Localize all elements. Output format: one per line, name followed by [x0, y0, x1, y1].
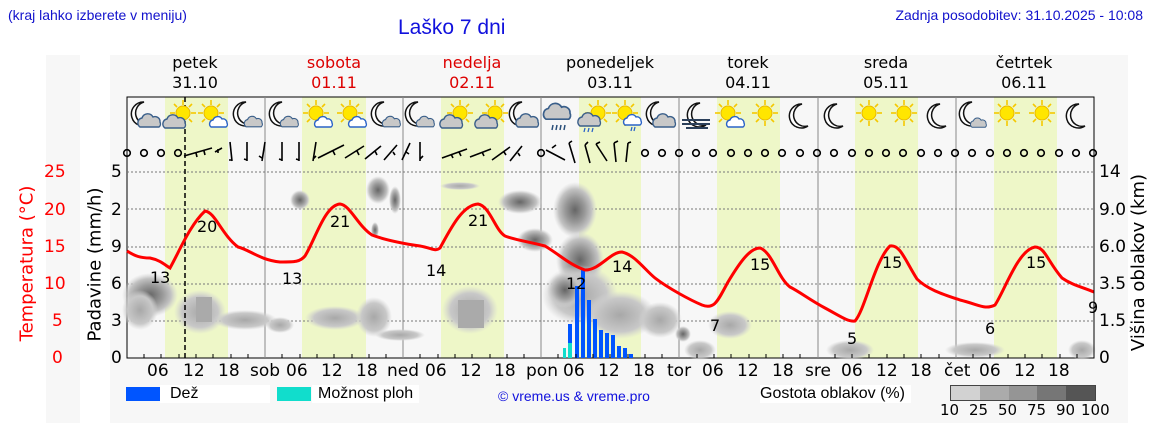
last-update-text: Zadnja posodobitev: 31.10.2025 - 10:08: [895, 7, 1143, 23]
temperature-axis-label-wrap: Temperatura (°C): [15, 175, 39, 355]
temperature-line: [126, 202, 1095, 323]
legend-cloud-density-label: Gostota oblakov (%): [760, 385, 911, 403]
svg-text:15: 15: [1026, 253, 1046, 272]
svg-text:21: 21: [330, 212, 350, 231]
day-header-ponedeljek: ponedeljek 03.11: [566, 53, 654, 92]
svg-text:14: 14: [426, 261, 446, 280]
svg-text:13: 13: [150, 268, 170, 287]
copyright-link[interactable]: © vreme.us & vreme.pro: [498, 388, 650, 404]
left-axis-panel: [46, 55, 80, 423]
svg-text:5: 5: [847, 329, 857, 348]
cloud-density-scale: [950, 385, 1096, 401]
day-header-petek: petek 31.10: [172, 53, 218, 92]
svg-text:7: 7: [710, 316, 720, 335]
svg-text:14: 14: [612, 257, 632, 276]
legend-showers-label: Možnost ploh: [312, 385, 420, 403]
svg-text:13: 13: [282, 269, 302, 288]
precipitation-bars: [563, 270, 633, 358]
day-header-cetrtek: četrtek 06.11: [995, 53, 1053, 92]
svg-text:20: 20: [197, 217, 217, 236]
temperature-annotations: 13 20 13 21 14 21 12 14 7 15 5 15 6 15 9: [150, 211, 1098, 348]
day-header-torek: torek 04.11: [725, 53, 771, 92]
precip-axis-label: Padavine (mm/h): [84, 187, 106, 342]
cloud-density-layer: [122, 176, 1096, 360]
legend-rain-swatch: [126, 387, 160, 401]
cloud-height-axis-label-wrap: Višina oblakov (km): [1128, 170, 1150, 355]
svg-text:15: 15: [882, 253, 902, 272]
svg-text:12: 12: [566, 274, 586, 293]
weather-icons-row: [130, 99, 1086, 133]
temperature-axis-label: Temperatura (°C): [16, 185, 38, 342]
legend-showers-swatch: [277, 387, 311, 401]
legend-rain-label: Dež: [160, 385, 270, 403]
wind-row: [122, 140, 1098, 164]
svg-text:15: 15: [750, 255, 770, 274]
day-header-nedelja: nedelja 02.11: [442, 53, 502, 92]
day-header-sobota: sobota 01.11: [306, 53, 362, 92]
location-menu-hint[interactable]: (kraj lahko izberete v meniju): [8, 7, 187, 23]
svg-text:21: 21: [468, 211, 488, 230]
svg-text:9: 9: [1088, 298, 1098, 317]
page-title: Laško 7 dni: [398, 16, 506, 39]
cloud-height-axis-label: Višina oblakov (km): [1128, 173, 1149, 352]
precip-axis-label-wrap: Padavine (mm/h): [84, 180, 106, 350]
svg-text:6: 6: [985, 319, 995, 338]
day-header-sreda: sreda 05.11: [863, 53, 909, 92]
